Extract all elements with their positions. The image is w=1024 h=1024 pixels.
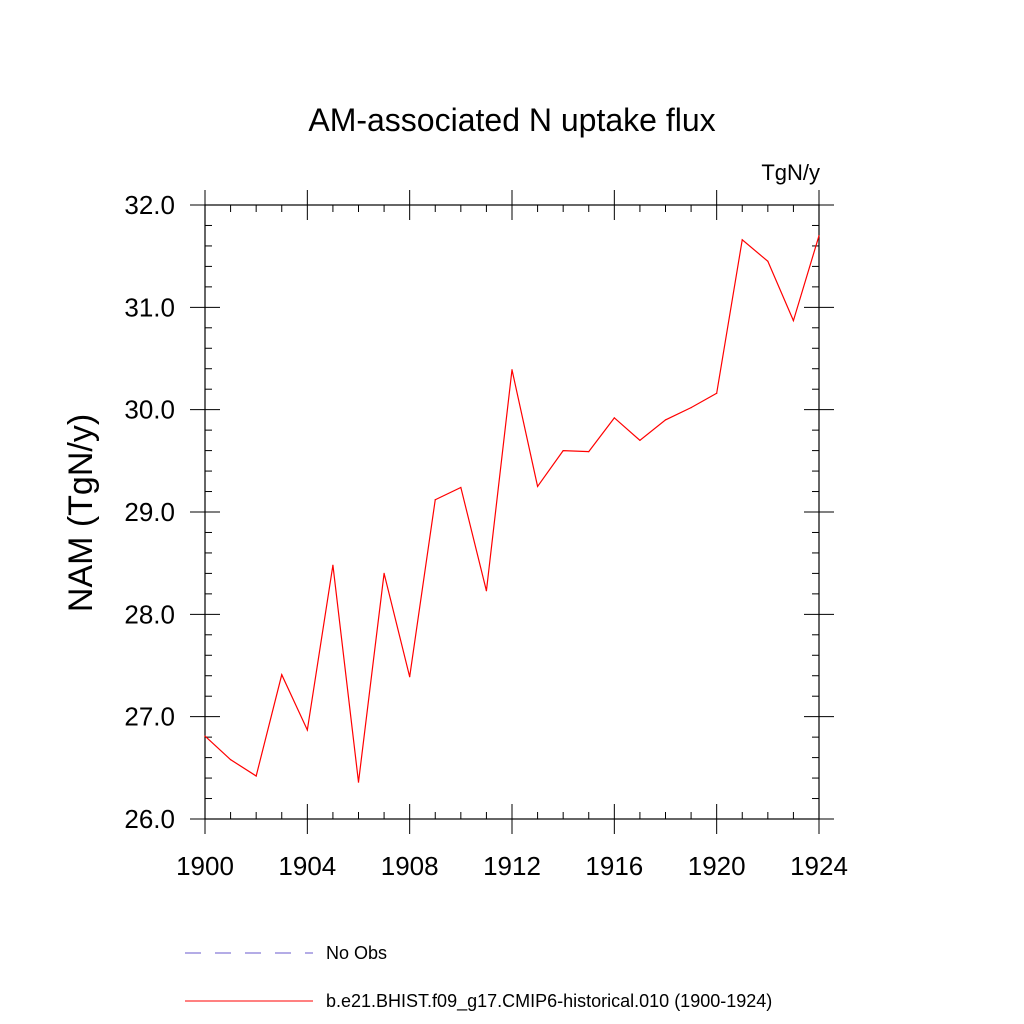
y-tick-label: 30.0 [124, 395, 175, 425]
units-label: TgN/y [761, 160, 820, 185]
data-point [716, 392, 718, 394]
legend-label: b.e21.BHIST.f09_g17.CMIP6-historical.010… [326, 991, 772, 1012]
data-point [639, 439, 641, 441]
chart-title: AM-associated N uptake flux [308, 102, 715, 138]
data-point [357, 781, 360, 783]
y-tick-label: 26.0 [124, 804, 175, 834]
y-tick-label: 27.0 [124, 702, 175, 732]
legend-label: No Obs [326, 943, 387, 963]
data-point [255, 775, 257, 777]
y-tick-label: 31.0 [124, 292, 175, 322]
data-point [613, 417, 615, 419]
data-point [460, 486, 462, 489]
y-tick-label: 32.0 [124, 190, 175, 220]
data-point [485, 590, 488, 592]
axis-ticks [190, 190, 834, 834]
data-point [383, 572, 385, 575]
legend: No Obs b.e21.BHIST.f09_g17.CMIP6-historic… [185, 943, 772, 1012]
data-point [511, 369, 513, 371]
data-point [792, 320, 795, 322]
plot-area-frame [204, 204, 820, 820]
series-line [204, 235, 820, 783]
data-point [434, 499, 436, 501]
x-tick-label: 1924 [790, 851, 848, 881]
y-tick-label: 29.0 [124, 497, 175, 527]
data-point [767, 260, 769, 262]
x-tick-label: 1900 [176, 851, 234, 881]
data-point [562, 450, 564, 452]
data-point [588, 451, 590, 453]
data-point [229, 759, 232, 761]
x-tick-label: 1904 [278, 851, 336, 881]
y-axis-label: NAM (TgN/y) [62, 414, 100, 612]
data-point [281, 674, 283, 676]
data-point [664, 419, 667, 421]
data-point [818, 235, 820, 237]
data-point [332, 564, 334, 566]
data-point [306, 729, 308, 731]
x-tick-label: 1912 [483, 851, 541, 881]
data-point [204, 735, 206, 737]
y-tick-label: 28.0 [124, 599, 175, 629]
data-point [690, 407, 692, 409]
x-tick-label: 1908 [381, 851, 439, 881]
data-point [536, 485, 539, 488]
axis-tick-labels: 1900 1904 1908 1912 1916 1920 1924 26.0 27.0 28.0… [124, 190, 848, 881]
data-point [409, 676, 411, 678]
x-tick-label: 1916 [585, 851, 643, 881]
x-tick-label: 1920 [688, 851, 746, 881]
data-series [204, 235, 820, 783]
data-point [741, 239, 743, 241]
